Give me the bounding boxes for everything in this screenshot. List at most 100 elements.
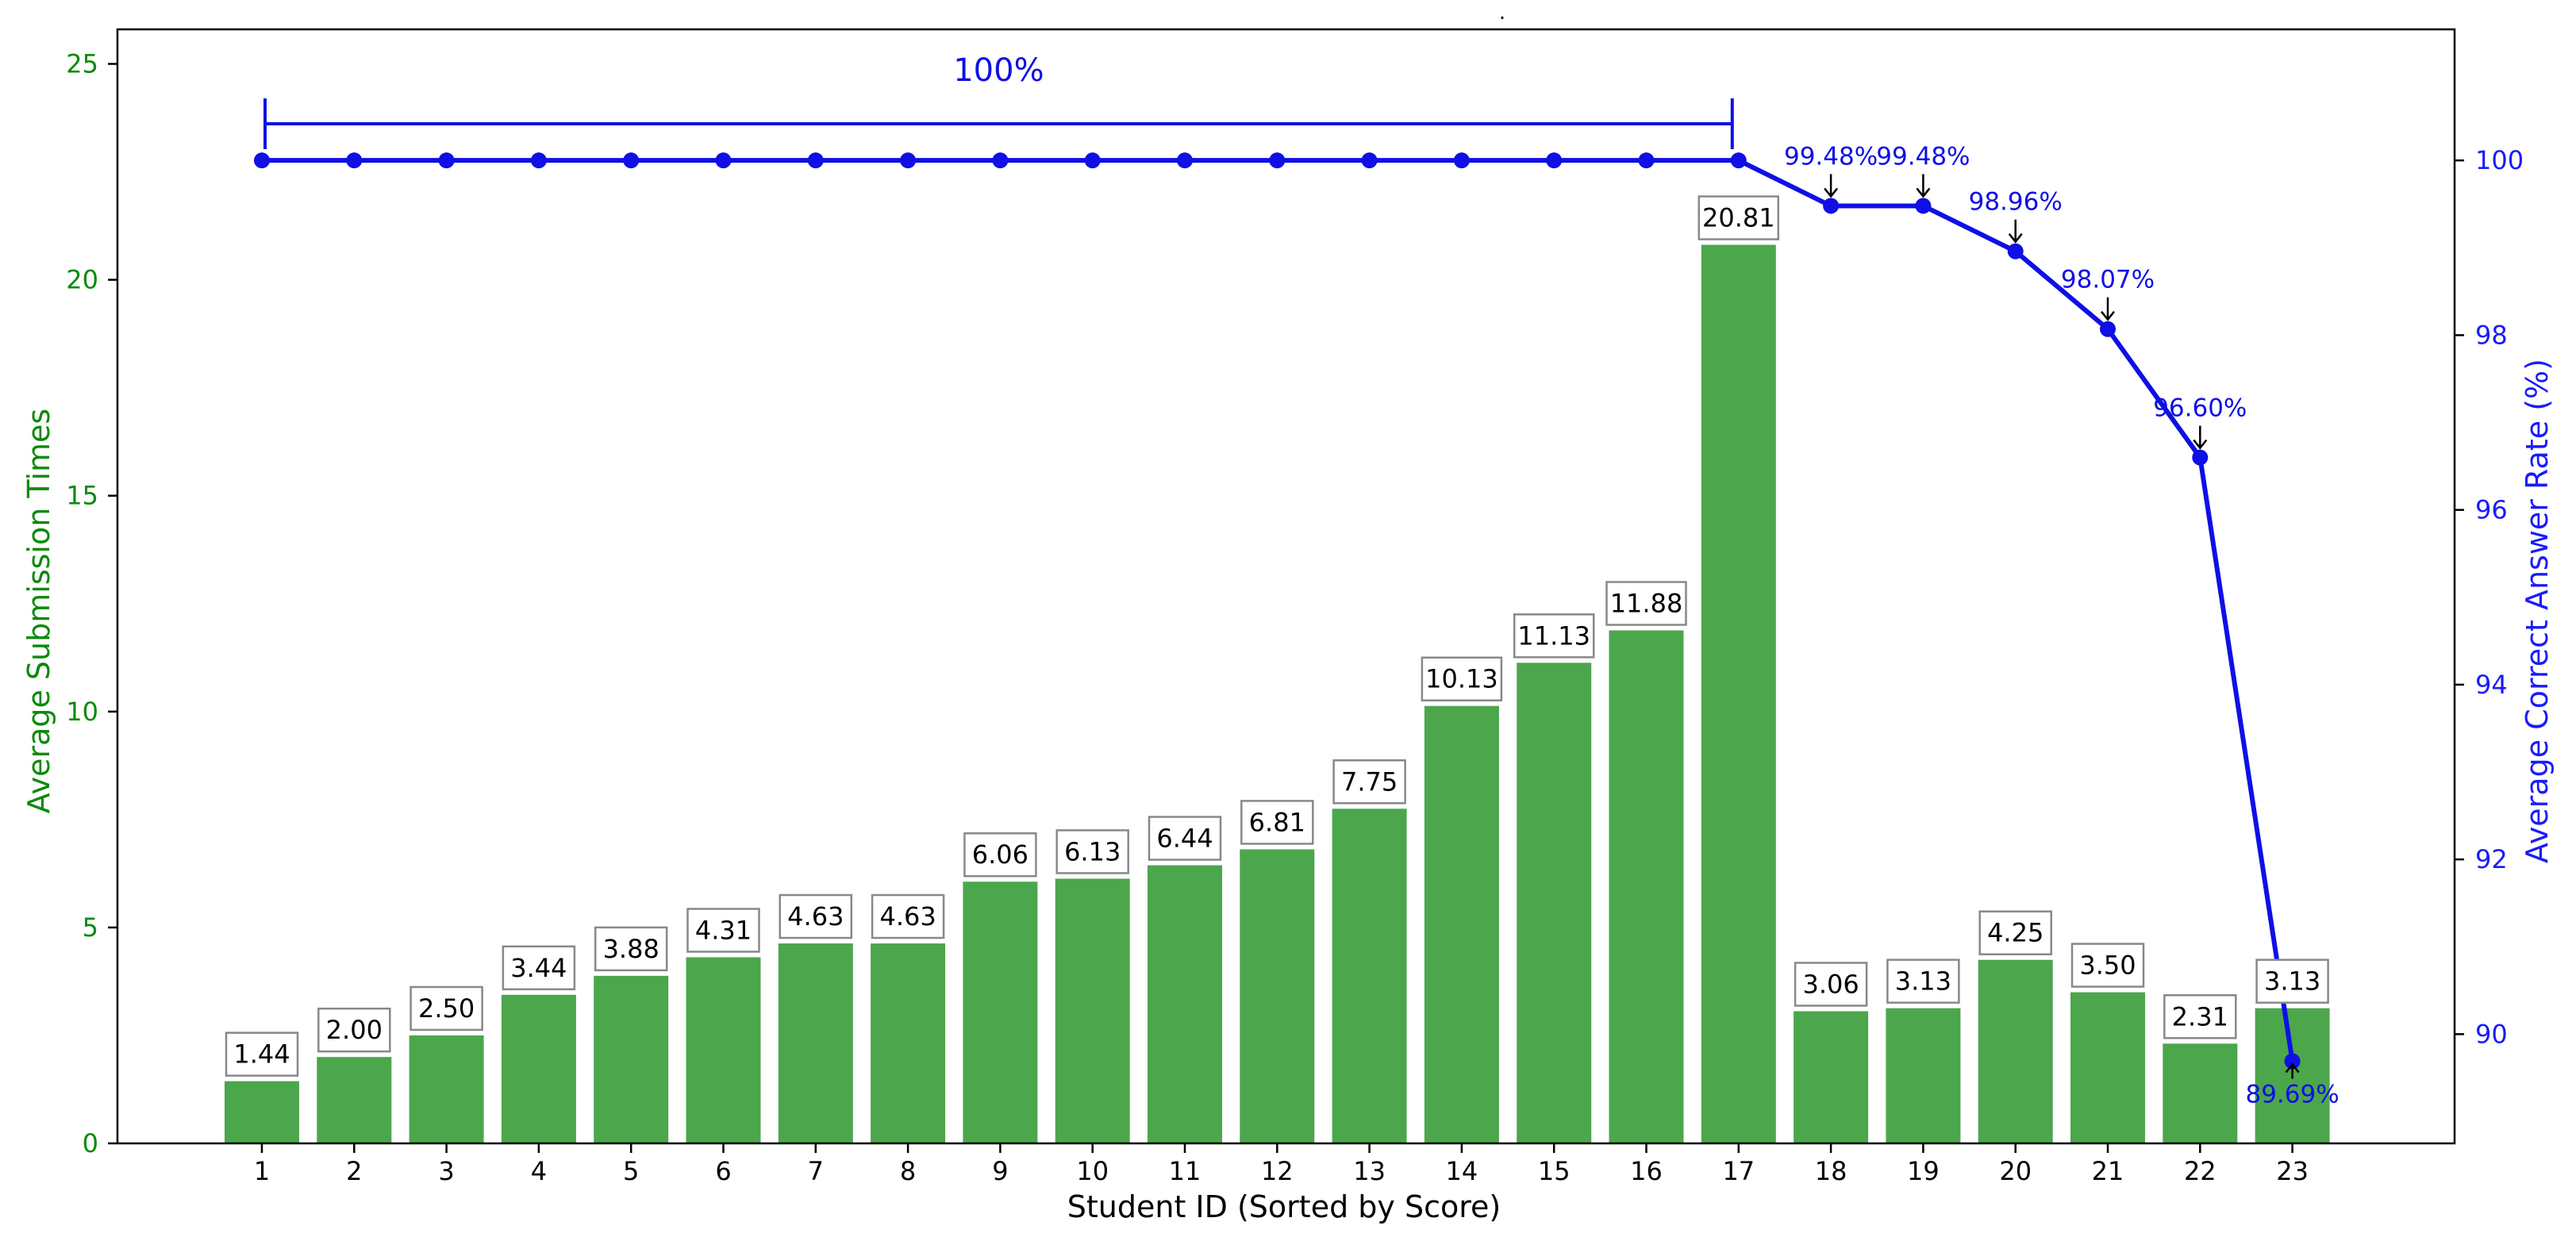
x-tick-label-22: 22 <box>2184 1156 2217 1186</box>
bar-label-5: 3.88 <box>603 934 659 964</box>
line-value-labels: 99.48%99.48% 98.96% 98.07% 96.60% 89.69% <box>1784 142 2340 1108</box>
bar-2 <box>317 1057 392 1143</box>
x-tick-label-9: 9 <box>992 1156 1008 1186</box>
bar-label-box-13 <box>1332 759 1406 805</box>
bar-15 <box>1517 663 1592 1143</box>
bar-label-22: 2.31 <box>2172 1001 2228 1031</box>
x-tick-label-20: 20 <box>1999 1156 2032 1186</box>
bar-label-7: 4.63 <box>787 901 844 932</box>
bar-1 <box>225 1081 299 1143</box>
bar-label-2: 2.00 <box>326 1015 383 1045</box>
bar-label-18: 3.06 <box>1802 969 1859 999</box>
line-point-23 <box>2284 1053 2301 1070</box>
y-right-tick-label-92: 92 <box>2475 844 2508 874</box>
x-tick-label-19: 19 <box>1907 1156 1940 1186</box>
bar-14 <box>1424 705 1499 1143</box>
line-point-17 <box>1730 152 1747 169</box>
y-left-tick-label-5: 5 <box>83 912 98 943</box>
bar-label-23: 3.13 <box>2264 966 2320 997</box>
y-left-tick-label-10: 10 <box>66 697 98 727</box>
bar-12 <box>1240 849 1315 1143</box>
bar-label-box-2 <box>317 1007 391 1053</box>
y-right-tick-label-100: 100 <box>2475 145 2524 175</box>
bar-11 <box>1148 865 1222 1143</box>
bar-label-box-11 <box>1148 816 1222 861</box>
line-point-19 <box>1915 198 1932 214</box>
bracket-label: 100% <box>953 52 1044 89</box>
bar-16 <box>1609 630 1684 1143</box>
line-point-9 <box>992 152 1009 169</box>
x-tick-label-15: 15 <box>1538 1156 1571 1186</box>
bar-6 <box>686 957 761 1143</box>
line-label-arrowhead-19 <box>1916 187 1931 198</box>
bar-7 <box>778 943 853 1143</box>
y-right-tick-label-94: 94 <box>2475 670 2508 700</box>
line-point-7 <box>807 152 824 169</box>
y-axis-left-label: Average Submission Times <box>21 409 56 813</box>
bar-label-box-14 <box>1421 656 1503 701</box>
bar-5 <box>594 975 669 1143</box>
bar-label-box-7 <box>779 893 853 939</box>
bar-20 <box>1978 959 2053 1143</box>
bar-value-labels: 1.44 2.00 2.50 3.44 3.88 4.31 4.63 4.63 6.06 6.13… <box>225 195 2329 1077</box>
bar-label-box-21 <box>2070 943 2145 988</box>
y-left-tick-label-15: 15 <box>66 481 98 511</box>
bar-4 <box>501 994 576 1143</box>
bar-label-box-17 <box>1697 195 1780 240</box>
bar-17 <box>1701 244 1776 1143</box>
bar-label-box-6 <box>686 908 760 953</box>
bar-10 <box>1055 878 1130 1143</box>
line-series <box>254 152 2301 1070</box>
line-point-3 <box>438 152 455 169</box>
y-right-tick-label-98: 98 <box>2475 320 2508 350</box>
x-tick-label-7: 7 <box>808 1156 824 1186</box>
bar-18 <box>1794 1011 1869 1143</box>
x-tick-label-21: 21 <box>2092 1156 2124 1186</box>
bar-label-box-15 <box>1513 613 1595 659</box>
line-label-22: 96.60% <box>2153 394 2247 423</box>
line-label-23: 89.69% <box>2245 1080 2339 1108</box>
bar-label-box-1 <box>225 1031 299 1077</box>
bar-label-box-20 <box>1978 910 2052 955</box>
line-point-2 <box>346 152 363 169</box>
x-tick-label-14: 14 <box>1446 1156 1478 1186</box>
line-label-21: 98.07% <box>2061 266 2155 294</box>
line-point-13 <box>1361 152 1378 169</box>
line-point-4 <box>530 152 547 169</box>
bar-label-box-16 <box>1605 581 1687 626</box>
bar-label-17: 20.81 <box>1702 203 1775 233</box>
bar-label-box-18 <box>1794 962 1868 1007</box>
bar-label-box-22 <box>2163 994 2237 1039</box>
bar-label-box-10 <box>1055 829 1129 874</box>
x-tick-label-13: 13 <box>1353 1156 1386 1186</box>
bar-label-box-4 <box>502 945 576 991</box>
x-tick-label-3: 3 <box>438 1156 454 1186</box>
plot-frame <box>116 28 2456 1145</box>
bracket-annotation: 100% <box>263 52 1734 149</box>
x-tick-label-18: 18 <box>1815 1156 1847 1186</box>
bar-label-12: 6.81 <box>1249 807 1305 837</box>
bar-9 <box>963 882 1038 1143</box>
bar-label-11: 6.44 <box>1156 824 1213 854</box>
line-label-20: 98.96% <box>1969 188 2063 217</box>
bar-label-4: 3.44 <box>510 953 567 983</box>
line-point-21 <box>2100 321 2116 337</box>
x-tick-label-16: 16 <box>1630 1156 1663 1186</box>
bar-21 <box>2070 992 2145 1143</box>
x-tick-label-12: 12 <box>1261 1156 1294 1186</box>
bar-label-3: 2.50 <box>418 993 475 1024</box>
bar-label-13: 7.75 <box>1341 766 1398 797</box>
y-left-tick-label-20: 20 <box>66 265 98 295</box>
y-axis-right-label: Average Correct Answer Rate (%) <box>2520 359 2555 863</box>
line-label-18: 99.48% <box>1784 142 1878 171</box>
bar-label-box-23 <box>2255 958 2329 1004</box>
bar-label-box-12 <box>1240 800 1314 845</box>
bar-series <box>225 244 2330 1143</box>
line-point-5 <box>623 152 640 169</box>
bar-label-box-5 <box>594 926 668 972</box>
line-point-8 <box>900 152 917 169</box>
x-tick-label-10: 10 <box>1076 1156 1109 1186</box>
x-axis-label: Student ID (Sorted by Score) <box>1067 1189 1501 1224</box>
line-point-16 <box>1638 152 1655 169</box>
